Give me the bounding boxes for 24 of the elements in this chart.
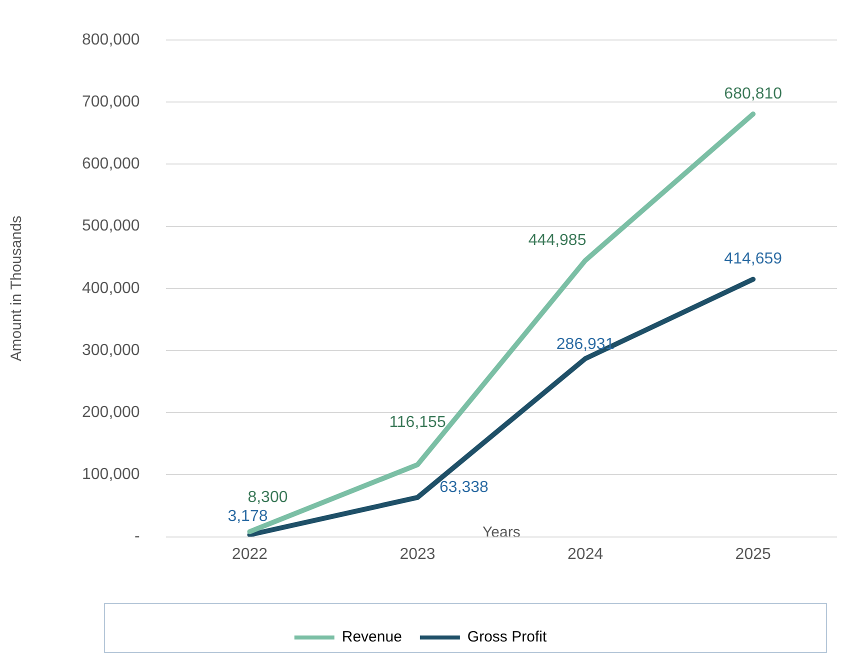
legend-label: Gross Profit (467, 628, 548, 646)
y-tick-label: 700,000 (82, 94, 140, 111)
y-tick-label: 800,000 (82, 31, 140, 48)
data-label: 414,659 (724, 250, 782, 268)
y-tick-label: 300,000 (82, 342, 140, 359)
y-tick-label: 600,000 (82, 156, 140, 173)
data-label: 116,155 (389, 414, 446, 432)
y-axis-title: Amount in Thousands (8, 216, 26, 362)
legend-label: Revenue (342, 628, 402, 646)
data-label: 680,810 (724, 85, 782, 102)
x-tick-label: 2022 (232, 546, 268, 563)
data-label: 3,178 (228, 508, 268, 526)
data-label: 8,300 (248, 489, 288, 506)
y-tick-label: 100,000 (82, 466, 140, 484)
data-label: 63,338 (440, 478, 489, 496)
x-tick-label: 2025 (735, 546, 772, 563)
x-tick-label: 2023 (400, 546, 436, 563)
data-label: 286,931 (556, 336, 614, 354)
x-tick-label: 2024 (568, 546, 604, 563)
y-tick-label: - (134, 528, 140, 546)
y-tick-label: 200,000 (82, 404, 140, 422)
y-tick-label: 400,000 (82, 280, 140, 297)
data-label: 444,985 (528, 232, 586, 249)
y-tick-label: 500,000 (82, 218, 140, 235)
